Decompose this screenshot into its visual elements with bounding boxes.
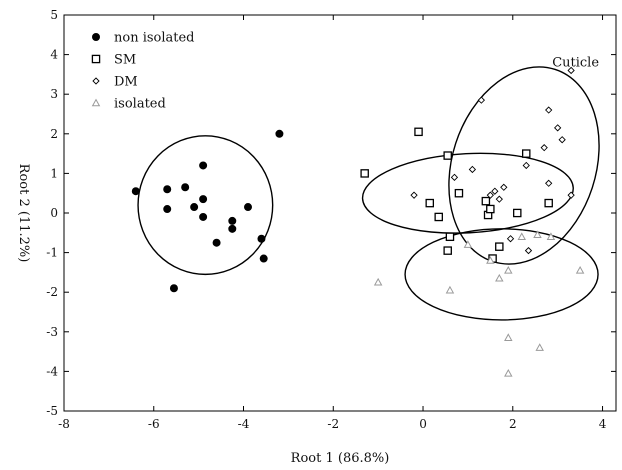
point-sm [454,188,464,198]
legend-marker-non-isolated [92,33,101,42]
point-non-isolated [257,234,266,243]
point-dm [486,191,494,199]
point-isolated [535,343,544,351]
point-dm [468,165,477,174]
y-tick-label: 5 [50,8,58,22]
point-dm [545,179,553,187]
point-isolated [517,232,527,240]
point-sm [481,196,491,206]
annotations: Cuticle [552,55,599,70]
point-non-isolated [275,129,284,138]
point-sm [414,127,423,137]
point-isolated [373,277,383,286]
point-dm [524,246,533,255]
legend-marker-sm [91,54,101,64]
legend-label-dm: DM [114,75,138,90]
point-sm [434,212,443,222]
annotation-label: Cuticle [552,55,599,70]
ellipse-sm [361,152,574,234]
point-sm [486,204,495,214]
point-dm [558,136,566,144]
y-axis-label: Root 2 (11.2%) [16,164,31,263]
point-sm [495,242,504,251]
point-dm [500,183,508,191]
point-isolated [463,240,473,248]
x-tick-label: 2 [509,417,517,431]
point-sm [425,198,435,208]
point-dm [491,187,499,195]
ellipse-non-isolated [137,135,274,276]
point-sm [360,169,369,178]
y-tick-label: 1 [50,166,58,180]
point-dm [477,96,486,104]
point-dm [495,195,503,203]
point-isolated [533,230,542,238]
plot-frame [63,14,617,412]
point-non-isolated [163,185,172,194]
point-non-isolated [181,183,190,192]
legend-label-isolated: isolated [114,97,166,112]
legend-marker-dm [92,77,100,85]
x-tick-label: -6 [148,417,160,431]
point-isolated [495,273,504,282]
point-dm [567,66,575,75]
point-isolated [504,265,513,274]
point-non-isolated [243,203,252,212]
point-isolated [486,256,495,264]
y-tick-label: -1 [46,246,58,260]
point-isolated [504,333,513,341]
y-tick-label: 3 [50,87,58,101]
y-tick-label: -2 [46,285,58,299]
point-non-isolated [199,161,208,170]
point-sm [513,208,522,218]
x-tick-label: -4 [238,417,250,431]
point-isolated [575,265,585,274]
ellipse-isolated [404,228,599,321]
point-sm [445,232,455,242]
axis-ticks: -8 -6 -4 -2 0 2 4 -5 -4 -3 -2 -1 0 1 2 3 4 5 [46,8,616,431]
point-sm [443,246,452,255]
point-non-isolated [199,212,208,221]
legend-label-non-isolated: non isolated [114,31,195,46]
x-axis-label: Root 1 (86.8%) [291,451,390,466]
y-tick-label: 2 [50,127,58,141]
y-tick-label: 4 [50,48,58,62]
point-isolated [546,232,556,240]
point-non-isolated [163,205,172,214]
point-non-isolated [212,238,221,247]
x-tick-label: -8 [58,417,70,431]
point-non-isolated [169,284,178,293]
x-tick-label: 4 [599,417,607,431]
point-isolated [445,285,455,294]
point-dm [554,124,562,132]
point-non-isolated [228,224,237,233]
point-sm [521,149,531,158]
point-dm [410,191,418,199]
point-dm [450,173,459,181]
x-tick-label: 0 [419,417,427,431]
point-dm [540,144,548,152]
y-tick-label: -4 [46,364,58,378]
point-sm [544,198,553,208]
point-sm [443,151,452,160]
point-dm [522,161,530,170]
point-isolated [504,368,513,377]
point-dm [545,106,553,114]
point-non-isolated [199,195,208,204]
point-dm [506,235,515,243]
legend-label-sm: SM [114,53,136,68]
point-non-isolated [131,187,140,196]
point-dm [567,191,575,199]
y-tick-label: -3 [46,325,58,339]
data-points [131,66,585,377]
y-tick-label: -5 [46,404,58,418]
legend: non isolated SM DM isolated [91,31,195,112]
point-non-isolated [259,254,268,263]
legend-marker-isolated [91,98,101,107]
point-non-isolated [190,203,199,212]
x-tick-label: -2 [327,417,339,431]
y-tick-label: 0 [50,206,58,220]
point-non-isolated [228,216,237,225]
